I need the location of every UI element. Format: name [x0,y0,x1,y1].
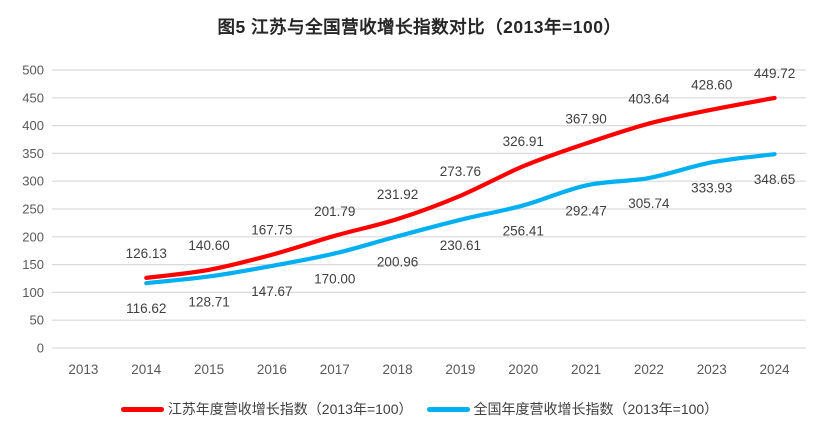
x-axis-tick-label: 2024 [760,362,791,377]
y-axis-tick-label: 250 [22,202,44,217]
data-label-national: 116.62 [126,301,166,316]
chart-title: 图5 江苏与全国营收增长指数对比（2013年=100） [217,17,622,37]
x-axis-tick-label: 2016 [257,362,287,377]
data-label-jiangsu: 428.60 [691,78,732,93]
y-axis-tick-label: 500 [22,63,44,78]
x-axis-tick-label: 2014 [131,362,162,377]
x-axis-tick-label: 2017 [320,362,350,377]
x-axis-tick-label: 2018 [383,362,413,377]
y-axis-tick-label: 50 [30,313,44,328]
legend-item-jiangsu: 江苏年度营收增长指数（2013年=100） [120,399,413,419]
legend-label-national: 全国年度营收增长指数（2013年=100） [473,401,719,417]
y-axis-tick-label: 200 [22,229,44,244]
data-label-jiangsu: 231.92 [377,187,418,202]
y-axis-tick-label: 350 [22,146,44,161]
y-axis-tick-label: 150 [22,257,44,272]
data-label-jiangsu: 167.75 [251,223,292,238]
data-label-national: 200.96 [377,254,418,269]
data-label-national: 292.47 [565,203,606,218]
data-label-national: 333.93 [691,180,732,195]
data-label-national: 128.71 [188,294,229,309]
y-axis-tick-label: 100 [22,285,44,300]
legend-swatch-national-line [426,406,470,412]
data-label-national: 230.61 [440,238,481,253]
data-label-national: 170.00 [314,271,355,286]
legend-swatch-jiangsu-line [120,406,164,412]
x-axis-tick-label: 2022 [634,362,664,377]
data-label-national: 256.41 [503,223,544,238]
data-label-jiangsu: 140.60 [188,238,229,253]
series-line-national [144,152,777,286]
y-axis-tick-label: 300 [22,174,44,189]
series-line-jiangsu [144,95,777,280]
data-label-jiangsu: 273.76 [440,164,481,179]
data-label-jiangsu: 201.79 [314,204,355,219]
data-label-national: 147.67 [251,284,292,299]
legend: 江苏年度营收增长指数（2013年=100） 全国年度营收增长指数（2013年=1… [0,399,839,419]
legend-item-national: 全国年度营收增长指数（2013年=100） [426,399,719,419]
x-axis-tick-label: 2020 [508,362,538,377]
data-label-national: 348.65 [754,172,795,187]
x-axis-tick-label: 2021 [571,362,601,377]
legend-label-jiangsu: 江苏年度营收增长指数（2013年=100） [167,401,413,417]
x-axis-tick-label: 2015 [194,362,224,377]
y-axis-tick-label: 400 [22,118,44,133]
data-label-jiangsu: 403.64 [628,92,670,107]
data-label-jiangsu: 449.72 [754,66,795,81]
y-axis-tick-label: 450 [22,90,44,105]
data-label-jiangsu: 367.90 [565,111,606,126]
x-axis-tick-label: 2013 [68,362,98,377]
x-axis-tick-label: 2019 [445,362,475,377]
y-axis-tick-label: 0 [37,341,44,356]
data-label-jiangsu: 326.91 [503,134,544,149]
data-label-national: 305.74 [628,196,670,211]
data-label-jiangsu: 126.13 [126,246,167,261]
x-axis-tick-label: 2023 [697,362,727,377]
